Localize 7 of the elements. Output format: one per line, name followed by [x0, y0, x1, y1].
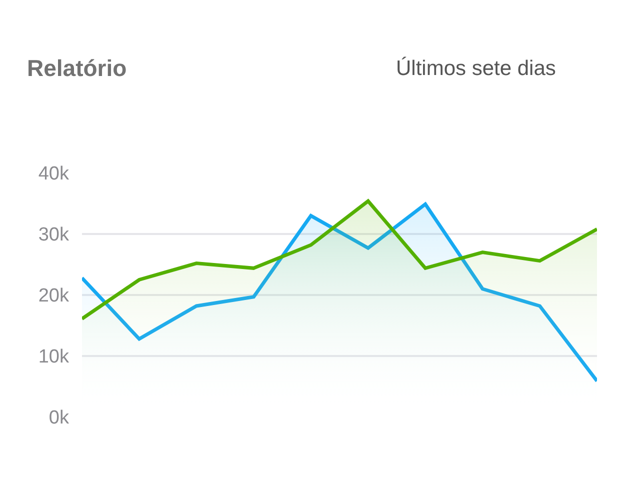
chart-subtitle: Últimos sete dias: [396, 56, 556, 80]
y-tick-label: 30k: [38, 224, 70, 246]
y-tick-label: 20k: [38, 286, 70, 307]
y-tick-label: 40k: [38, 164, 70, 185]
y-tick-label: 10k: [38, 346, 70, 368]
chart-title: Relatório: [27, 55, 127, 81]
y-tick-label: 0k: [48, 408, 70, 429]
